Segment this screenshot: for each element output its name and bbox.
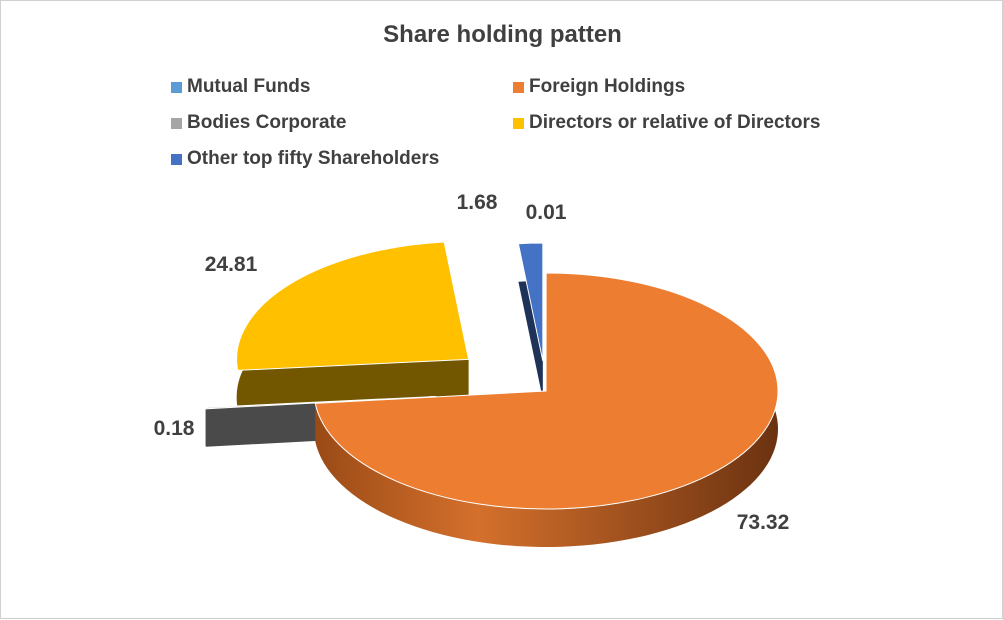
pie-data-label: 0.01 <box>526 201 567 224</box>
pie-slice <box>237 242 469 370</box>
pie-data-label: 24.81 <box>205 253 258 276</box>
pie-data-label: 0.18 <box>154 417 195 440</box>
pie-data-label: 73.32 <box>737 511 790 534</box>
pie-slice <box>518 243 542 361</box>
pie-data-label: 1.68 <box>457 191 498 214</box>
